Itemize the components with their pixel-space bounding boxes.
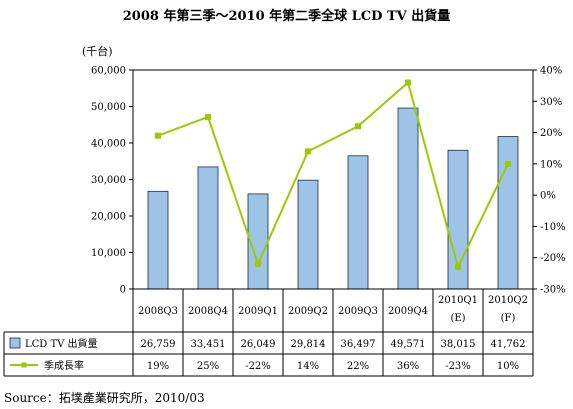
y2-tick-label: -20%: [540, 253, 566, 264]
growth-value-cell: 36%: [397, 361, 419, 372]
category-label: 2009Q1: [238, 306, 278, 317]
bar: [197, 166, 219, 290]
y-tick-label: 10,000: [91, 248, 126, 259]
legend-bar-swatch: [9, 337, 21, 349]
growth-value-cell: -23%: [445, 361, 471, 372]
y2-tick-label: -10%: [540, 222, 566, 233]
growth-value-cell: -22%: [245, 361, 271, 372]
category-label: 2008Q3: [138, 306, 178, 317]
bar-value-cell: 33,451: [191, 339, 226, 350]
category-label: 2009Q2: [288, 306, 328, 317]
bar-value-cell: 38,015: [441, 339, 476, 350]
growth-line-series: [155, 79, 511, 271]
growth-point: [355, 123, 361, 130]
y2-tick-label: 40%: [540, 66, 562, 77]
category-label: 2009Q3: [338, 306, 378, 317]
bar-value-cell: 29,814: [291, 339, 326, 350]
y-tick-label: 0: [120, 285, 126, 296]
growth-point: [455, 264, 461, 271]
category-label: 2010Q1: [438, 295, 478, 306]
category-label: 2008Q4: [188, 306, 228, 317]
legend-line-label: 季成長率: [44, 359, 84, 372]
bar-series: [147, 107, 519, 290]
bar: [397, 107, 419, 290]
y-tick-label: 20,000: [91, 212, 126, 223]
bar: [347, 155, 369, 290]
growth-point: [155, 132, 161, 139]
growth-value-cell: 19%: [147, 361, 169, 372]
y2-tick-label: 20%: [540, 128, 562, 139]
legend-line-marker: [21, 362, 27, 368]
growth-point: [305, 148, 311, 155]
growth-value-cell: 14%: [297, 361, 319, 372]
source-note: Source：拓墣產業研究所，2010/03: [4, 391, 205, 405]
axes: 0 10,000 20,000 30,000 40,000 50,000 60,000 -30…: [91, 66, 566, 296]
plot-area-border: [132, 69, 534, 290]
y2-tick-label: -30%: [540, 285, 566, 296]
growth-point: [205, 113, 211, 120]
bar-value-cell: 26,049: [241, 339, 276, 350]
y-axis-unit-label: (千台): [82, 45, 113, 58]
bar-value-cell: 36,497: [341, 339, 376, 350]
category-sublabel: (F): [501, 313, 516, 324]
y-tick-label: 60,000: [91, 66, 126, 77]
bar-value-cell: 41,762: [491, 339, 526, 350]
data-table: 2008Q3 2008Q4 2009Q1 2009Q2 2009Q3 2009Q4 2010…: [3, 289, 534, 377]
bar-value-cell: 26,759: [141, 339, 176, 350]
bar: [297, 179, 319, 290]
growth-value-cell: 10%: [497, 361, 519, 372]
category-label: 2010Q2: [488, 295, 528, 306]
growth-point: [255, 260, 261, 267]
bar: [147, 190, 169, 290]
category-sublabel: (E): [450, 313, 465, 324]
legend-bar-label: LCD TV 出貨量: [25, 337, 98, 350]
growth-point: [505, 160, 511, 167]
bar: [497, 136, 519, 290]
y-tick-label: 50,000: [91, 102, 126, 113]
growth-value-cell: 25%: [197, 361, 219, 372]
y-tick-label: 40,000: [91, 139, 126, 150]
y2-tick-label: 10%: [540, 159, 562, 170]
y-tick-label: 30,000: [91, 175, 126, 186]
bar-value-cell: 49,571: [391, 339, 426, 350]
growth-line: [157, 80, 509, 270]
growth-value-cell: 22%: [347, 361, 369, 372]
growth-point: [405, 79, 411, 86]
y2-tick-label: 0%: [540, 191, 556, 202]
category-label: 2009Q4: [388, 306, 428, 317]
chart-title: 2008 年第三季～2010 年第二季全球 LCD TV 出貨量: [122, 9, 451, 24]
y2-tick-label: 30%: [540, 97, 562, 108]
